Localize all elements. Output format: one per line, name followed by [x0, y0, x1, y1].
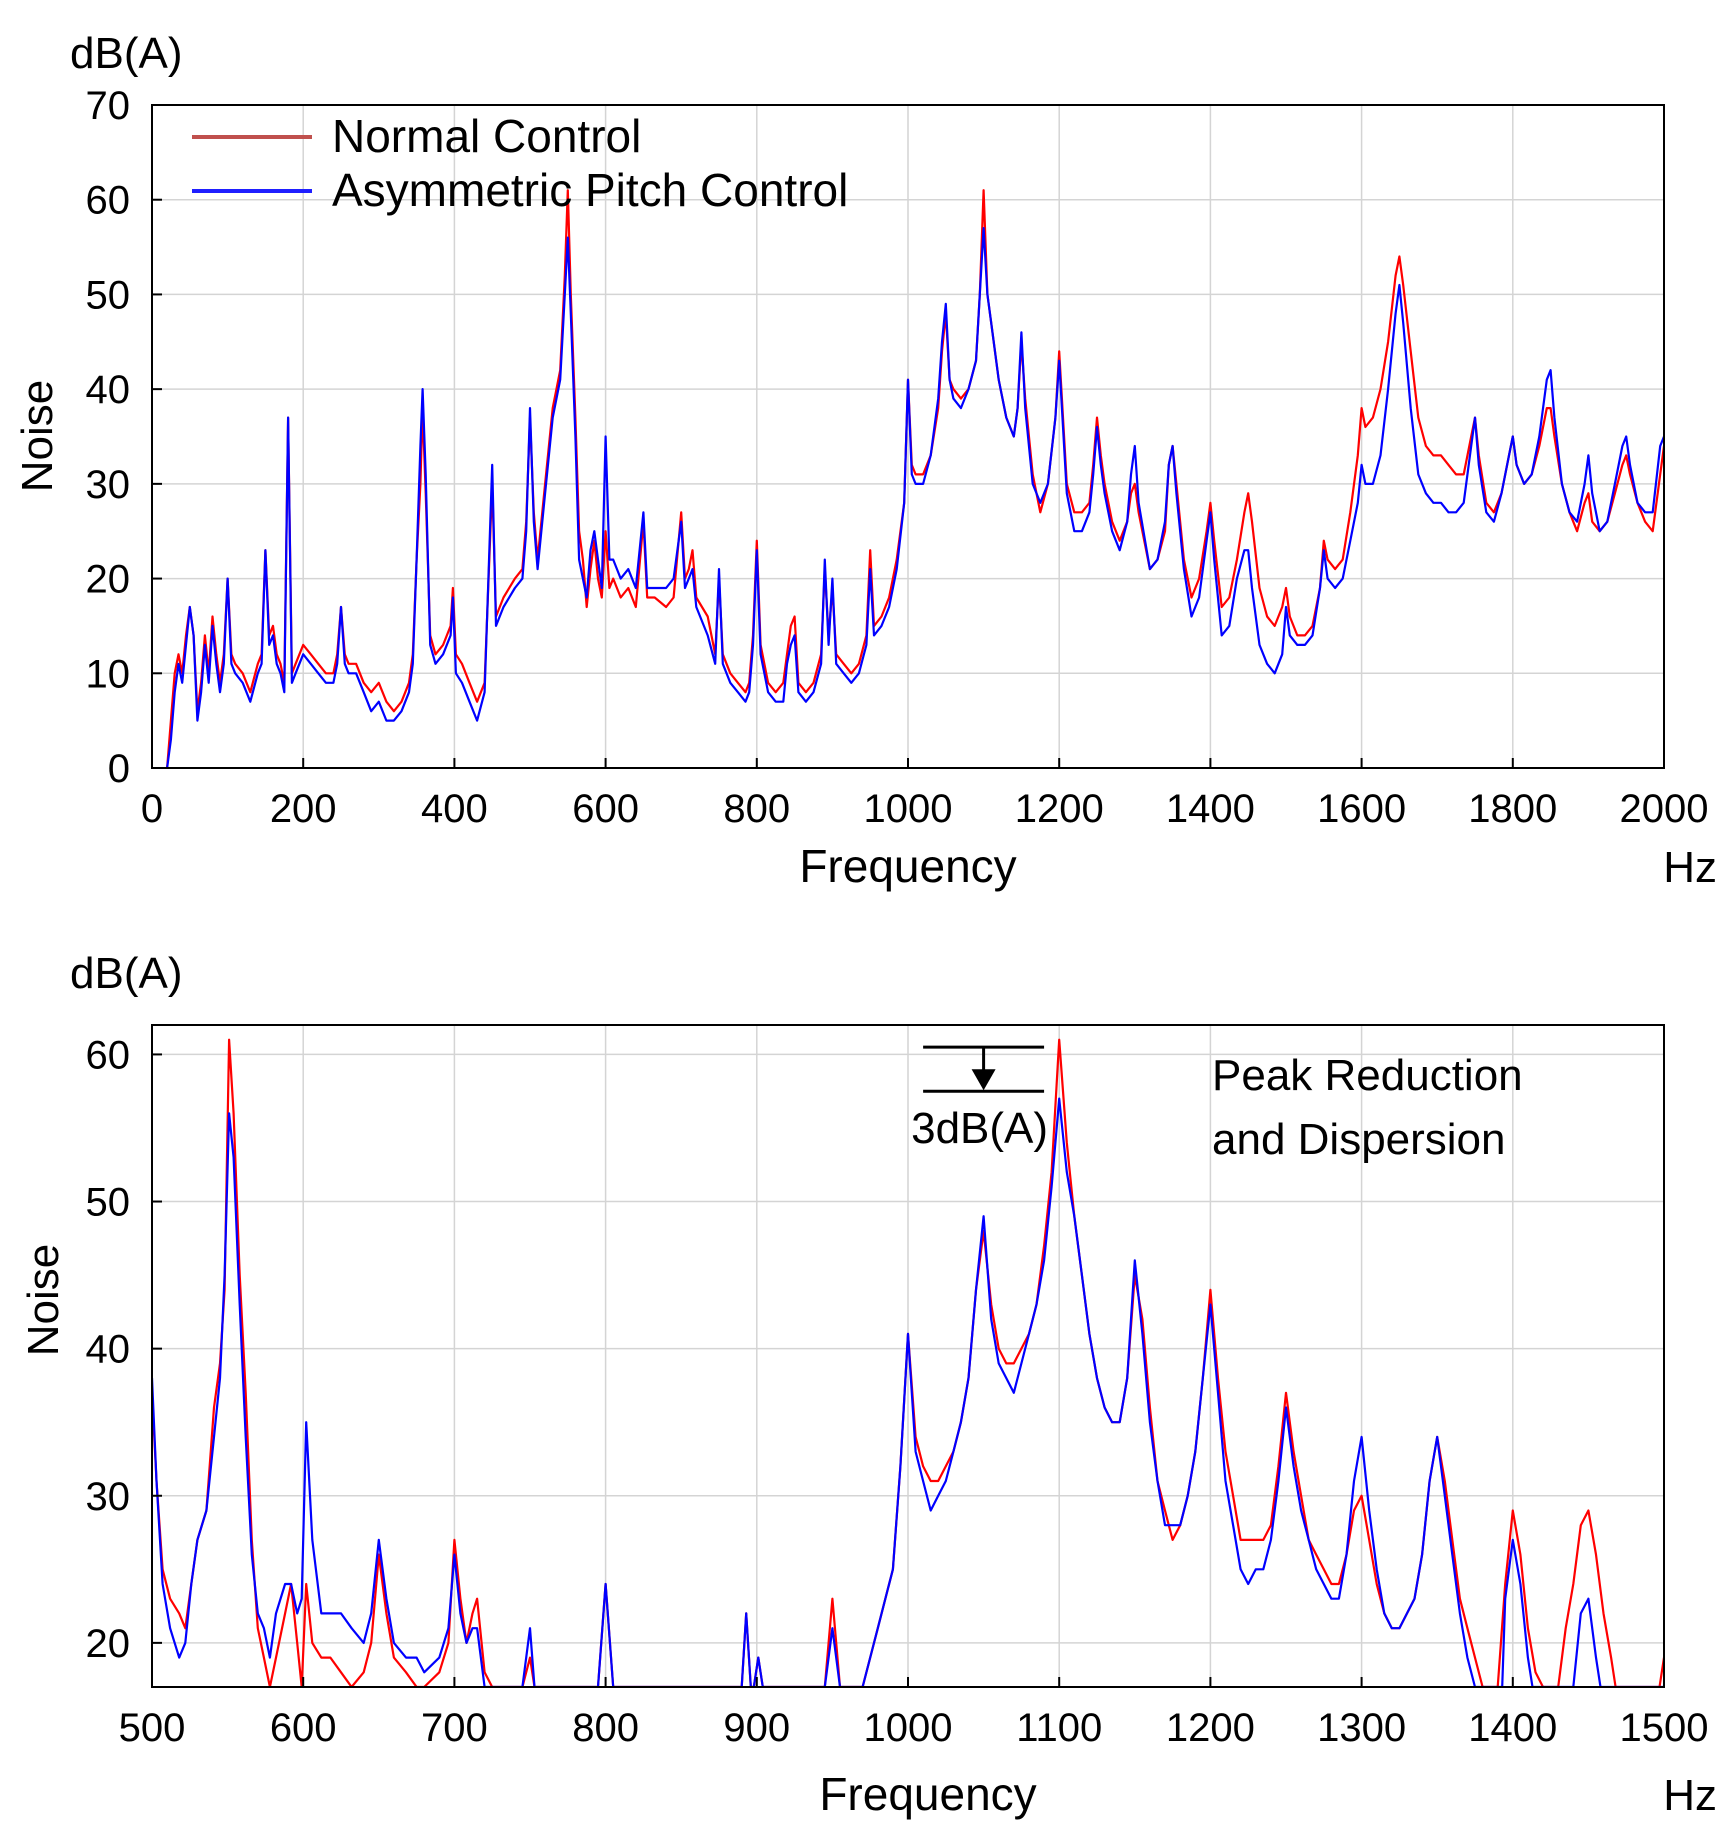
- legend-label-normal-control: Normal Control: [332, 110, 641, 162]
- top-x-tick-label: 800: [723, 787, 790, 831]
- top-series-lines: [166, 189, 1664, 768]
- top-x-tick-label: 600: [572, 787, 639, 831]
- bottom-gridlines: [151, 1025, 1665, 1687]
- peak-reduction-annotation: Peak Reduction and Dispersion 3dB(A): [911, 1045, 1523, 1164]
- bottom-x-tick-label: 600: [270, 1706, 337, 1750]
- bottom-x-tick-label: 1200: [1166, 1706, 1255, 1750]
- top-x-tick-label: 1600: [1317, 787, 1406, 831]
- top-y-tick-label: 30: [86, 463, 131, 507]
- top-x-tick-label: 200: [270, 787, 337, 831]
- top-x-tick-label: 1400: [1166, 787, 1255, 831]
- top-chart: dB(A) 0 200 400 600 800 1000 1200 1400 1600 1800 2…: [13, 29, 1717, 892]
- bottom-y-axis-label: Noise: [19, 1244, 68, 1357]
- top-x-tick-label: 1800: [1468, 787, 1557, 831]
- top-x-axis-label: Frequency: [799, 840, 1016, 892]
- bottom-series-lines: [152, 1038, 1664, 1687]
- bottom-x-tick-label: 500: [119, 1706, 186, 1750]
- top-x-unit-label: Hz: [1663, 843, 1717, 892]
- top-y-axis-label: Noise: [13, 380, 62, 493]
- top-series-line-asymmetric-pitch-control: [166, 227, 1664, 768]
- bottom-x-tick-label: 700: [421, 1706, 488, 1750]
- bottom-axis-ticks: 500 600 700 800 900 1000 1100 1200 1300 1400 1500 2…: [86, 1033, 1709, 1750]
- top-y-tick-label: 0: [108, 747, 130, 791]
- top-y-tick-label: 40: [86, 368, 131, 412]
- bottom-x-tick-label: 1400: [1468, 1706, 1557, 1750]
- legend-label-asymmetric-pitch-control: Asymmetric Pitch Control: [332, 164, 848, 216]
- bottom-x-tick-label: 800: [572, 1706, 639, 1750]
- top-y-tick-label: 60: [86, 179, 131, 223]
- top-y-tick-label: 10: [86, 652, 131, 696]
- top-x-tick-label: 0: [141, 787, 163, 831]
- bottom-chart: dB(A) 500 600 700 800 900 1000 1100 1200 1300 140…: [19, 949, 1717, 1820]
- bottom-x-tick-label: 1000: [864, 1706, 953, 1750]
- bottom-y-tick-label: 40: [86, 1328, 131, 1372]
- annotation-line-2: and Dispersion: [1212, 1115, 1506, 1164]
- bottom-x-tick-label: 900: [723, 1706, 790, 1750]
- bottom-y-tick-label: 30: [86, 1475, 131, 1519]
- bottom-x-tick-label: 1100: [1016, 1706, 1102, 1750]
- bottom-x-axis-label: Frequency: [819, 1768, 1036, 1820]
- bottom-x-tick-label: 1300: [1317, 1706, 1406, 1750]
- annotation-line-1: Peak Reduction: [1212, 1051, 1523, 1100]
- top-y-tick-label: 50: [86, 273, 131, 317]
- bottom-y-tick-label: 20: [86, 1622, 131, 1666]
- bottom-series-line-asymmetric-pitch-control: [152, 1097, 1664, 1687]
- bottom-x-unit-label: Hz: [1663, 1771, 1717, 1820]
- top-x-tick-label: 1000: [864, 787, 953, 831]
- top-y-tick-label: 20: [86, 558, 131, 602]
- top-series-line-normal-control: [166, 189, 1664, 768]
- bottom-x-tick-label: 1500: [1620, 1706, 1709, 1750]
- top-x-tick-label: 2000: [1620, 787, 1709, 831]
- top-x-tick-label: 400: [421, 787, 488, 831]
- peak-marker-arrow-head: [971, 1069, 996, 1091]
- bottom-unit-label: dB(A): [70, 949, 182, 998]
- peak-marker-label: 3dB(A): [911, 1104, 1048, 1153]
- legend: Normal Control Asymmetric Pitch Control: [192, 110, 848, 216]
- top-unit-label: dB(A): [70, 29, 182, 78]
- top-x-tick-label: 1200: [1015, 787, 1104, 831]
- top-axis-ticks: 0 200 400 600 800 1000 1200 1400 1600 1800 2000 0 10…: [86, 84, 1709, 831]
- top-y-tick-label: 70: [86, 84, 131, 128]
- bottom-y-tick-label: 50: [86, 1181, 131, 1225]
- bottom-y-tick-label: 60: [86, 1033, 131, 1077]
